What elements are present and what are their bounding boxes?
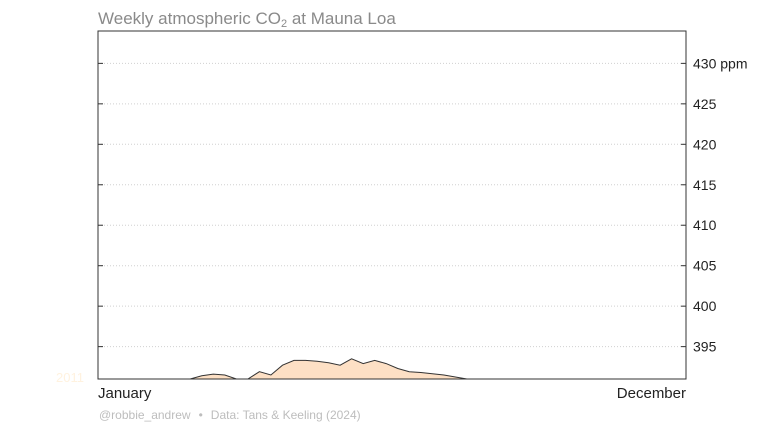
x-axis-start-label: January <box>98 385 152 402</box>
y-tick-label: 400 <box>693 298 717 314</box>
y-tick-label: 425 <box>693 96 717 112</box>
y-tick-label: 420 <box>693 136 717 152</box>
y-tick-label: 395 <box>693 339 717 355</box>
grid-lines <box>98 62 686 348</box>
data-source: Data: Tans & Keeling (2024) <box>210 408 361 422</box>
plot-frame <box>97 30 687 380</box>
author-handle: @robbie_andrew <box>99 408 191 422</box>
y-tick-label: 430 ppm <box>693 55 747 71</box>
series-line <box>98 358 686 380</box>
y-tick-label: 410 <box>693 217 717 233</box>
series-area-fill <box>98 358 686 379</box>
footer-credit: @robbie_andrew • Data: Tans & Keeling (202… <box>99 408 361 422</box>
series-area-layer <box>98 358 686 380</box>
year-label: 2011 <box>56 370 84 385</box>
separator-dot: • <box>198 408 203 422</box>
y-tick-label: 415 <box>693 177 717 193</box>
chart-title: Weekly atmospheric CO2 at Mauna Loa <box>98 9 396 30</box>
y-tick-label: 405 <box>693 258 717 274</box>
y-axis-ticks: 395 400 405 410 415 420 425 430 ppm <box>98 55 747 355</box>
x-axis-end-label: December <box>617 385 686 402</box>
